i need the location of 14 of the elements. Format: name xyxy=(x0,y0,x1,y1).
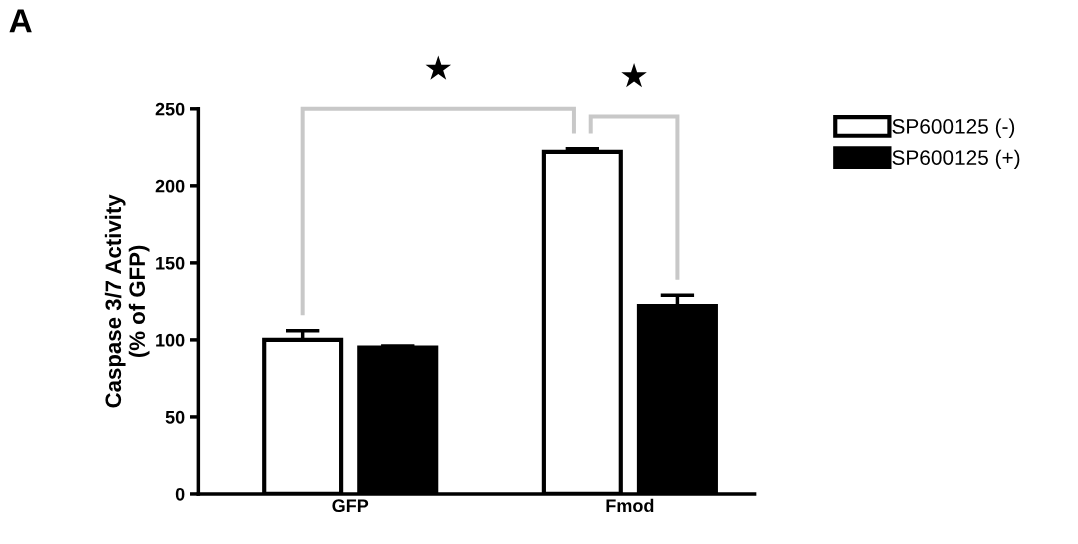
y-axis-title: Caspase 3/7 Activity (% of GFP) xyxy=(104,194,150,408)
y-tick-label: 150 xyxy=(156,256,185,270)
text: ★ xyxy=(621,63,647,88)
text: ★ xyxy=(425,55,452,80)
x-tick-label: Fmod xyxy=(606,498,654,513)
y-tick-label: 100 xyxy=(156,333,185,347)
x-tick-label: GFP xyxy=(332,499,369,513)
y-tick-label: 200 xyxy=(155,179,185,193)
legend-label: SP600125 (+) xyxy=(892,149,1020,170)
y-tick-label: 250 xyxy=(155,102,185,116)
legend-label: SP600125 (-) xyxy=(892,118,1015,138)
y-tick-label: 50 xyxy=(165,410,185,424)
y-tick-label: 0 xyxy=(175,487,185,501)
text: A xyxy=(9,9,32,33)
